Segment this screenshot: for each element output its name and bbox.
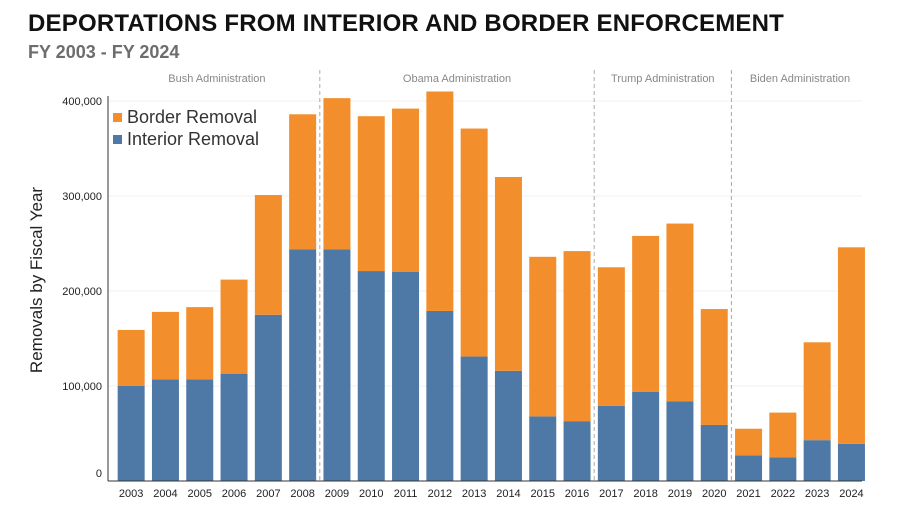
legend-swatch [113,135,122,144]
x-tick-label: 2021 [736,488,760,500]
legend-label: Border Removal [127,107,257,127]
x-tick-label: 2022 [771,488,795,500]
bar-border-2011 [392,108,420,272]
x-tick-label: 2019 [668,488,692,500]
x-tick-label: 2013 [462,488,486,500]
x-tick-label: 2003 [119,488,143,500]
bar-border-2004 [151,311,179,380]
y-tick-label: 100,000 [62,381,102,393]
x-tick-label: 2018 [633,488,657,500]
bar-border-2016 [563,251,591,422]
bar-interior-2012 [426,310,454,481]
administration-label: Bush Administration [168,73,265,85]
bar-border-2021 [735,428,763,456]
bar-interior-2010 [357,271,385,481]
x-tick-label: 2004 [153,488,177,500]
bar-border-2008 [289,114,317,250]
bar-interior-2017 [597,405,625,481]
bar-border-2015 [529,256,557,417]
x-tick-label: 2005 [188,488,212,500]
bar-interior-2011 [392,272,420,481]
bar-interior-2005 [186,379,214,481]
y-axis-label: Removals by Fiscal Year [27,187,46,373]
bar-interior-2024 [837,443,865,481]
x-tick-label: 2011 [394,488,418,500]
x-tick-label: 2009 [325,488,349,500]
x-tick-label: 2007 [256,488,280,500]
administration-label: Obama Administration [403,73,511,85]
bar-interior-2014 [494,370,522,481]
bar-interior-2013 [460,356,488,481]
x-tick-label: 2012 [428,488,452,500]
bar-border-2023 [803,342,831,441]
bar-border-2012 [426,91,454,311]
bar-interior-2007 [254,314,282,481]
bar-border-2014 [494,177,522,371]
y-tick-label: 400,000 [62,96,102,108]
y-tick-label: 200,000 [62,286,102,298]
administration-label: Biden Administration [750,73,850,85]
bar-interior-2004 [151,379,179,481]
x-tick-label: 2016 [565,488,589,500]
bar-border-2010 [357,116,385,272]
x-tick-label: 2010 [359,488,383,500]
bar-border-2013 [460,128,488,357]
x-tick-label: 2023 [805,488,829,500]
bar-interior-2015 [529,416,557,481]
x-tick-label: 2006 [222,488,246,500]
chart-subtitle: FY 2003 - FY 2024 [28,42,180,62]
legend-label: Interior Removal [127,129,259,149]
bar-interior-2020 [700,424,728,481]
chart-title: DEPORTATIONS FROM INTERIOR AND BORDER EN… [28,10,785,37]
legend-swatch [113,113,122,122]
x-tick-label: 2017 [599,488,623,500]
bar-interior-2022 [769,457,797,481]
bar-interior-2016 [563,421,591,481]
bar-interior-2018 [632,391,660,481]
y-tick-label: 300,000 [62,191,102,203]
bar-border-2003 [117,329,145,386]
bar-border-2006 [220,279,248,374]
bar-interior-2023 [803,440,831,481]
bar-border-2024 [837,247,865,444]
bar-border-2022 [769,412,797,458]
bar-interior-2006 [220,373,248,481]
bar-interior-2019 [666,401,694,481]
x-tick-label: 2015 [531,488,555,500]
administration-label: Trump Administration [611,73,715,85]
bar-interior-2003 [117,386,145,481]
bar-interior-2021 [735,455,763,481]
x-tick-label: 2008 [290,488,314,500]
bar-border-2020 [700,309,728,425]
bar-interior-2008 [289,249,317,481]
x-tick-label: 2014 [496,488,520,500]
x-tick-label: 2024 [839,488,863,500]
bar-border-2017 [597,267,625,406]
bar-border-2009 [323,98,351,250]
bar-interior-2009 [323,249,351,481]
bar-border-2019 [666,223,694,402]
x-tick-label: 2020 [702,488,726,500]
bar-border-2018 [632,235,660,392]
bar-border-2007 [254,195,282,315]
bar-border-2005 [186,307,214,380]
y-tick-label: 0 [96,468,102,480]
